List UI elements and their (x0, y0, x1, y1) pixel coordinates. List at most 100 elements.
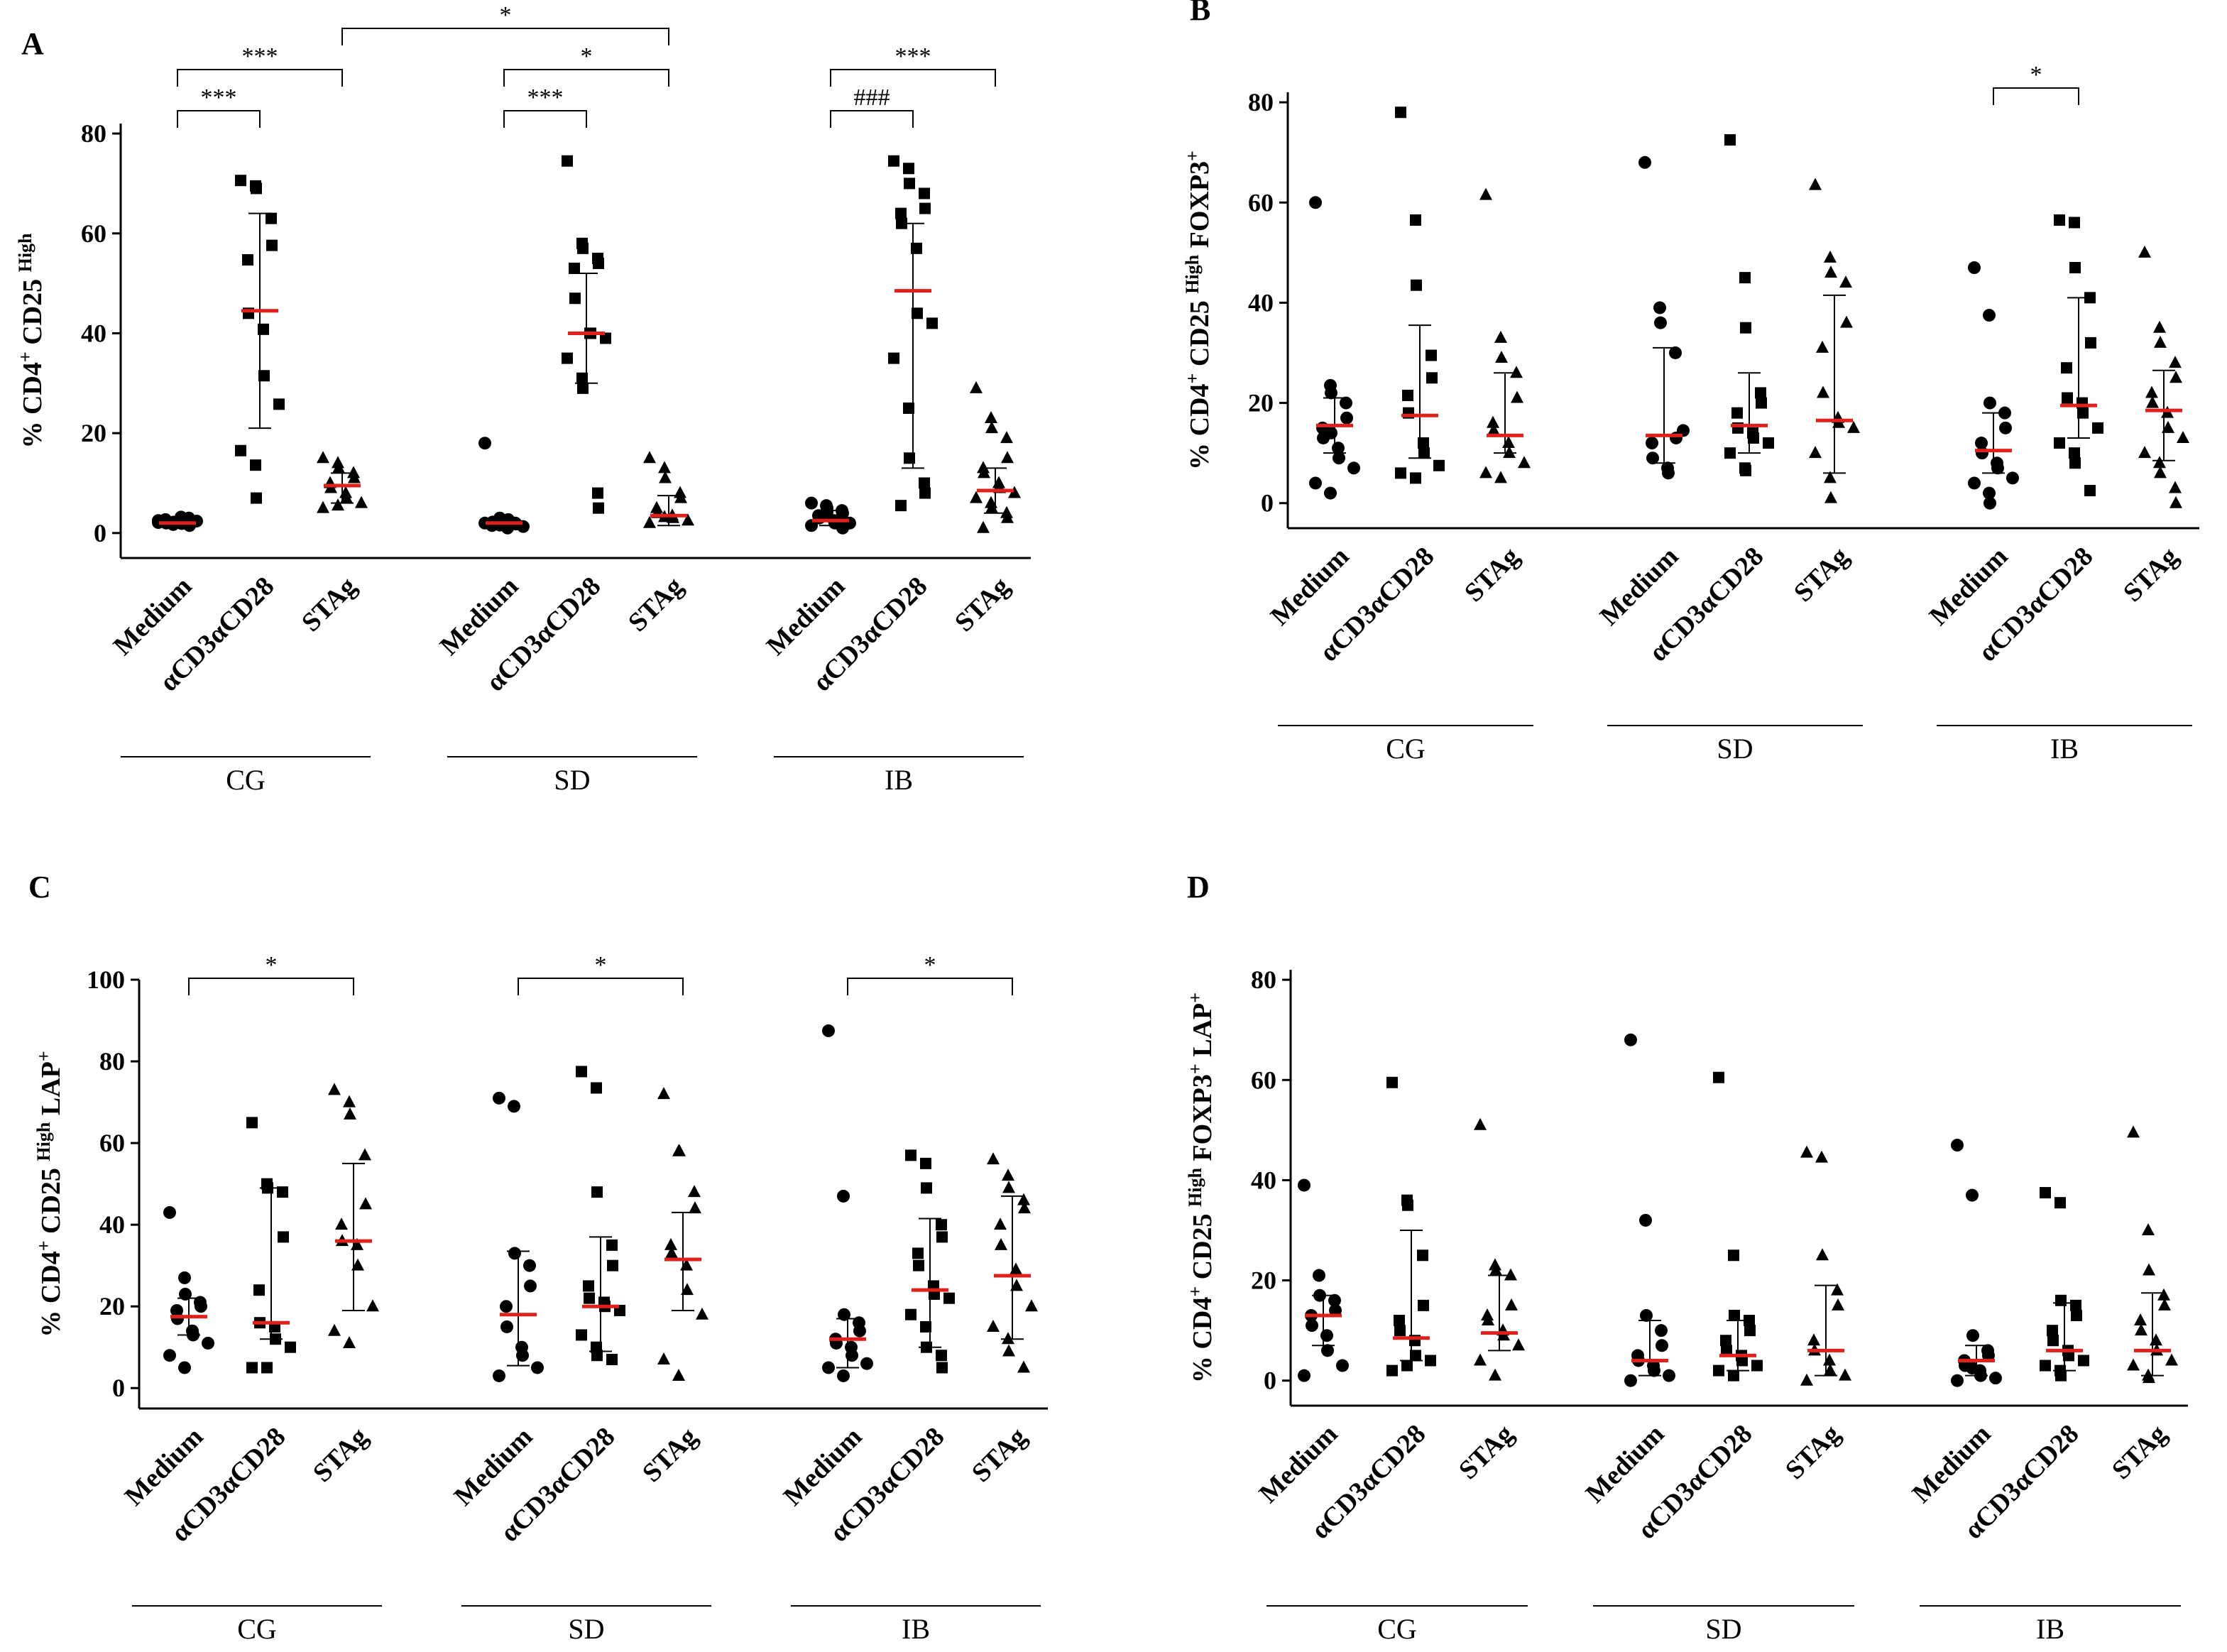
data-point (1487, 423, 1500, 436)
y-tick-label: 60 (1248, 188, 1274, 217)
group-label: SD (1717, 733, 1753, 765)
data-point (1653, 301, 1666, 314)
y-label-part: + (1182, 151, 1203, 161)
data-point (985, 421, 998, 434)
data-point (591, 1186, 603, 1198)
data-point (1505, 1298, 1518, 1311)
data-point (985, 411, 997, 424)
y-tick-label: 20 (1248, 389, 1274, 417)
data-point (493, 1091, 505, 1105)
data-point (2040, 1187, 2051, 1199)
category-label: STAg (1788, 542, 1854, 608)
data-point (524, 1279, 537, 1293)
category-label: Medium (1265, 542, 1355, 632)
data-point (1502, 436, 1515, 449)
data-point (936, 1231, 948, 1243)
data-point (1402, 1199, 1413, 1211)
data-point (1839, 1368, 1851, 1381)
data-point (689, 1201, 701, 1214)
y-tick-label: 80 (1251, 966, 1276, 994)
data-point (860, 1357, 873, 1370)
significance-bracket (518, 978, 684, 995)
data-point (970, 381, 983, 393)
data-point (1816, 340, 1829, 353)
data-point (2006, 471, 2019, 485)
panel-letter: A (21, 26, 44, 61)
y-label-part: + (1182, 373, 1203, 384)
y-label-part: % CD4 (18, 362, 48, 448)
y-tick-label: 20 (81, 419, 106, 447)
data-point (583, 1280, 594, 1292)
data-point (2145, 385, 2158, 398)
data-point (1410, 214, 1421, 226)
data-point (593, 502, 604, 514)
data-point (1656, 1339, 1668, 1352)
data-point (317, 451, 329, 464)
data-point (1000, 431, 1013, 444)
data-point (1309, 476, 1322, 490)
data-point (1809, 446, 1822, 459)
data-point (178, 1271, 191, 1284)
data-point (1333, 452, 1345, 465)
data-point (2069, 457, 2081, 469)
data-point (921, 1182, 932, 1194)
panel-letter: D (1187, 870, 1210, 904)
data-point (920, 1320, 931, 1333)
data-point (1748, 432, 1759, 444)
data-point (1394, 1315, 1405, 1327)
data-point (251, 492, 262, 504)
category-label: STAg (1453, 1419, 1519, 1485)
data-point (516, 1349, 529, 1362)
data-point (1386, 1364, 1398, 1377)
data-point (202, 1336, 214, 1350)
data-point (2165, 1353, 2178, 1366)
category-label: STAg (949, 571, 1015, 638)
group-label: IB (902, 1613, 930, 1645)
data-point (1425, 1355, 1436, 1367)
significance-label: *** (895, 43, 931, 70)
y-axis-label: % CD4+ CD25 High FOXP3+ (1182, 151, 1215, 470)
data-point (1991, 461, 2004, 475)
data-point (606, 1239, 618, 1251)
panel: A% CD4+ CD25 High020406080MediumαCD3αCD2… (15, 2, 1031, 796)
data-point (888, 352, 899, 364)
data-point (2069, 447, 2080, 459)
data-point (1983, 396, 1996, 410)
data-point (1426, 349, 1437, 361)
data-point (1402, 389, 1413, 401)
data-point (1002, 1332, 1014, 1345)
data-point (837, 1189, 850, 1203)
data-point (2040, 1360, 2051, 1372)
data-point (1724, 134, 1736, 146)
data-point (328, 1083, 341, 1095)
data-point (912, 307, 923, 319)
data-point (1008, 486, 1021, 498)
data-point (1824, 250, 1837, 263)
data-point (657, 1352, 670, 1364)
data-point (1720, 1335, 1731, 1347)
data-point (936, 1219, 947, 1231)
data-point (500, 1320, 513, 1333)
data-point (1815, 1150, 1828, 1163)
data-point (1975, 437, 1988, 450)
data-point (1989, 1372, 2002, 1385)
data-point (246, 1362, 258, 1374)
significance-bracket (341, 28, 669, 45)
data-point (250, 459, 261, 471)
data-point (2071, 1309, 2082, 1321)
data-point (348, 471, 361, 483)
group-label: CG (1377, 1613, 1417, 1645)
data-point (359, 1197, 372, 1210)
significance-bracket (847, 978, 1013, 995)
significance-bracket (830, 110, 914, 128)
data-point (1336, 1359, 1349, 1372)
data-point (1324, 486, 1337, 500)
data-point (1479, 466, 1492, 478)
data-point (1000, 505, 1013, 518)
category-label: Medium (1254, 1419, 1344, 1509)
y-label-part: LAP (36, 1061, 66, 1122)
group-label: IB (2036, 1613, 2064, 1645)
data-point (985, 496, 997, 508)
data-point (2127, 1358, 2140, 1371)
